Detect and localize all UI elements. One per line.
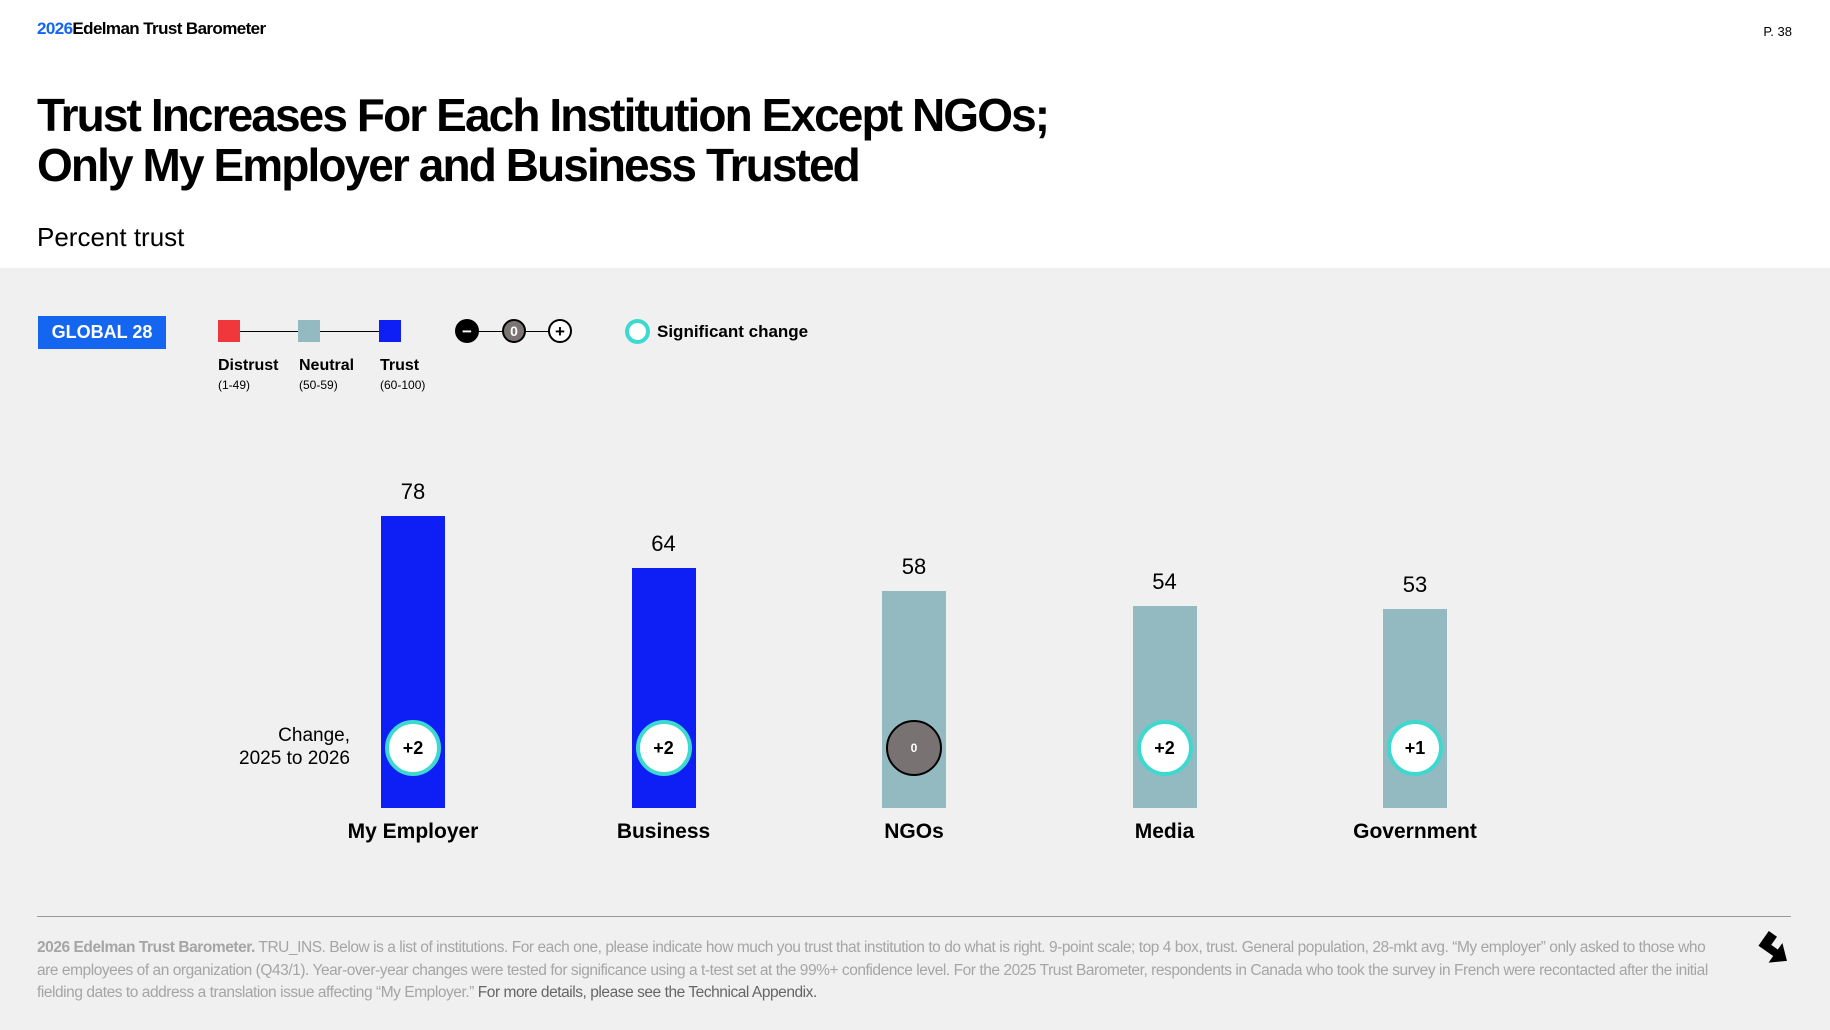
next-arrow-icon[interactable]	[1755, 930, 1795, 970]
legend-trust-range: (60-100)	[380, 378, 426, 392]
category-label-ngos: NGOs	[884, 820, 944, 843]
footnote: 2026 Edelman Trust Barometer. TRU_INS. B…	[37, 937, 1727, 1005]
legend-trust-swatch	[379, 320, 401, 342]
global-badge: GLOBAL 28	[38, 316, 166, 349]
legend-neutral-label: Neutral	[299, 357, 355, 374]
title-line-2: Only My Employer and Business Trusted	[37, 139, 861, 191]
value-label-government: 53	[1402, 572, 1428, 598]
brand-logo: 2026Edelman Trust Barometer	[37, 19, 266, 39]
title-line-1: Trust Increases For Each Institution Exc…	[37, 89, 1050, 141]
zero-icon: 0	[502, 319, 526, 343]
brand-year: 2026	[37, 19, 73, 38]
change-axis-label: Change, 2025 to 2026	[200, 724, 350, 770]
change-label-line-2: 2025 to 2026	[239, 748, 350, 769]
footnote-body: TRU_INS. Below is a list of institutions…	[37, 939, 1708, 1001]
legend-distrust-range: (1-49)	[218, 378, 251, 392]
value-label-business: 64	[651, 531, 676, 556]
value-label-my-employer: 78	[400, 478, 426, 504]
legend-neutral-range: (50-59)	[299, 378, 338, 392]
legend-trust-label: Trust	[380, 357, 420, 374]
brand-name: Edelman Trust Barometer	[72, 19, 266, 38]
change-badge-media: +2	[1136, 720, 1193, 776]
significant-change-icon	[625, 319, 650, 344]
page-title: Trust Increases For Each Institution Exc…	[37, 90, 1337, 190]
change-badge-ngos: 0	[886, 720, 942, 776]
change-label-line-1: Change,	[278, 725, 350, 746]
legend-neutral-swatch	[298, 320, 320, 342]
value-label-media: 54	[1152, 568, 1177, 594]
value-label-ngos: 58	[901, 553, 927, 579]
bar-media	[1132, 605, 1197, 808]
footer-divider	[37, 916, 1791, 917]
chart-subtitle: Percent trust	[37, 222, 185, 252]
category-label-government: Government	[1353, 820, 1477, 843]
legend-distrust-swatch	[218, 320, 240, 342]
legend-distrust-label: Distrust	[218, 357, 279, 374]
page-number: P. 38	[1763, 24, 1792, 39]
plus-icon: +	[548, 319, 572, 343]
change-badge-government: +1	[1387, 720, 1443, 776]
minus-icon: −	[455, 319, 479, 343]
change-badge-my-employer: +2	[385, 720, 441, 776]
bar-government	[1383, 609, 1447, 808]
change-badge-business: +2	[635, 720, 692, 776]
significant-change-label: Significant change	[657, 322, 809, 341]
category-label-media: Media	[1134, 820, 1195, 843]
category-label-business: Business	[616, 820, 711, 843]
footnote-more-details: For more details, please see the Technic…	[477, 984, 818, 1001]
footnote-source: 2026 Edelman Trust Barometer.	[37, 939, 255, 956]
category-label-my-employer: My Employer	[347, 820, 479, 843]
